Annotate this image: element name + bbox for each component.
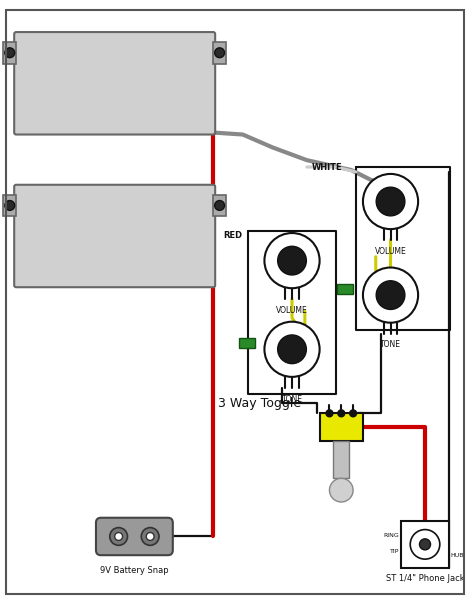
Bar: [337, 284, 353, 294]
FancyBboxPatch shape: [96, 518, 173, 555]
Bar: [213, 42, 226, 63]
Circle shape: [338, 410, 345, 417]
Circle shape: [110, 528, 128, 545]
Circle shape: [350, 410, 356, 417]
Circle shape: [278, 246, 306, 275]
Text: TIP: TIP: [390, 549, 400, 554]
Circle shape: [410, 530, 440, 559]
Text: RING: RING: [383, 533, 400, 538]
Circle shape: [146, 533, 154, 541]
FancyBboxPatch shape: [14, 32, 215, 135]
Circle shape: [363, 174, 418, 229]
Text: TONE: TONE: [282, 394, 302, 403]
Bar: [319, 413, 363, 441]
Circle shape: [376, 281, 405, 309]
Circle shape: [215, 48, 225, 57]
Circle shape: [419, 539, 430, 550]
Circle shape: [376, 187, 405, 216]
FancyBboxPatch shape: [14, 185, 215, 288]
Circle shape: [215, 201, 225, 210]
Bar: [3, 194, 16, 216]
Circle shape: [329, 478, 353, 502]
Circle shape: [326, 410, 333, 417]
Text: TONE: TONE: [380, 341, 401, 350]
Text: WHITE: WHITE: [312, 162, 342, 172]
Circle shape: [264, 322, 319, 377]
Circle shape: [363, 268, 418, 323]
Bar: [239, 338, 255, 349]
Circle shape: [264, 233, 319, 288]
Text: RED: RED: [223, 231, 242, 240]
Circle shape: [5, 48, 15, 57]
Text: VOLUME: VOLUME: [276, 306, 308, 315]
Bar: [333, 441, 349, 478]
Circle shape: [141, 528, 159, 545]
Text: 3 Way Toggle: 3 Way Toggle: [218, 397, 301, 410]
Text: HUB: HUB: [451, 553, 464, 557]
Text: ST 1/4" Phone Jack: ST 1/4" Phone Jack: [386, 574, 465, 583]
Bar: [6, 10, 464, 594]
Text: 9V Battery Snap: 9V Battery Snap: [100, 566, 169, 575]
Circle shape: [278, 335, 306, 364]
Bar: [213, 194, 226, 216]
Text: VOLUME: VOLUME: [374, 247, 406, 256]
Circle shape: [115, 533, 123, 541]
Bar: [3, 42, 16, 63]
Bar: [401, 521, 449, 568]
Circle shape: [5, 201, 15, 210]
